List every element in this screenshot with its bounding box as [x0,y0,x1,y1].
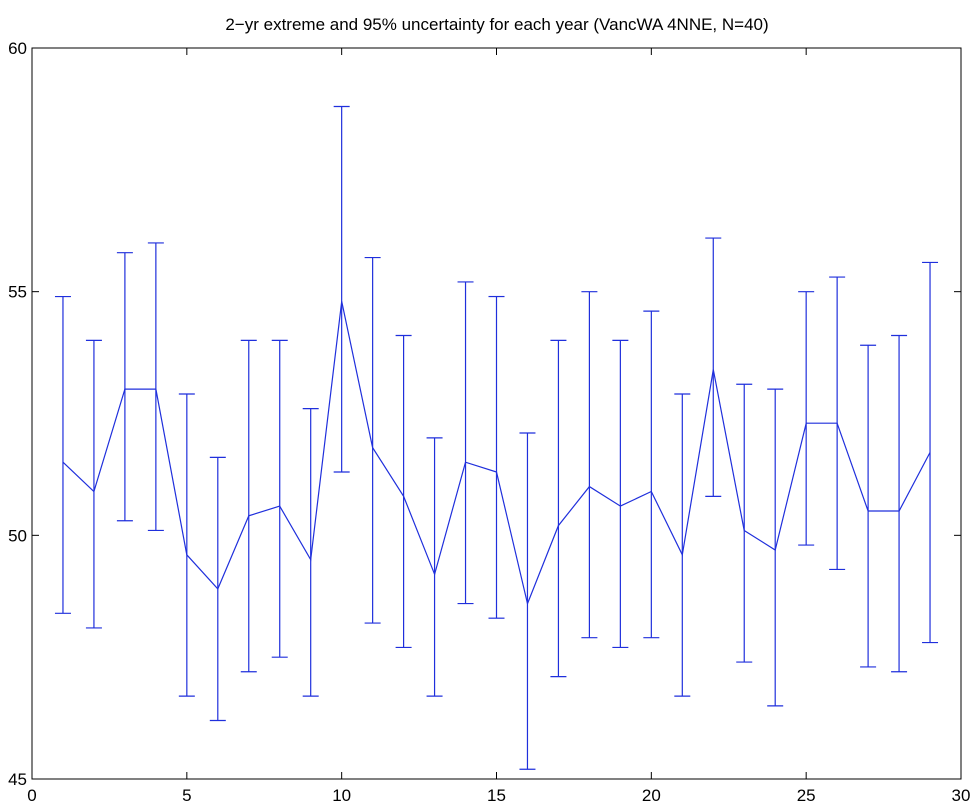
error-bar [333,105,350,473]
error-bar [302,408,319,697]
error-bar [488,295,505,619]
error-bar [674,393,691,697]
error-bar [54,295,71,614]
x-tick-label: 30 [952,786,971,805]
error-bar [798,291,815,546]
error-bar [147,242,164,532]
error-bar [178,393,195,697]
error-bar [705,237,722,497]
x-tick-label: 25 [797,786,816,805]
error-bar [860,344,877,668]
error-bar [891,334,908,673]
x-tick-label: 20 [642,786,661,805]
series-line [62,301,931,606]
chart-title: 2−yr extreme and 95% uncertainty for eac… [225,15,768,34]
x-tick-label: 10 [332,786,351,805]
error-bar [550,339,567,678]
error-bar [643,310,660,639]
error-bar [240,339,257,673]
error-bar [271,339,288,658]
error-bar [581,291,598,639]
error-bar [426,437,443,697]
error-bar [364,256,381,624]
error-bar [457,281,474,605]
y-tick-label: 45 [8,770,27,789]
error-bar [736,383,753,663]
y-tick-label: 50 [8,526,27,545]
error-bar [612,339,629,649]
error-bar [922,261,939,644]
x-tick-label: 5 [182,786,191,805]
data-series [54,105,939,770]
y-tick-label: 60 [8,39,27,58]
x-tick-label: 15 [487,786,506,805]
axis-ticks: 0 5 10 15 20 25 30 45 50 55 60 [8,39,970,805]
x-tick-label: 0 [27,786,36,805]
error-bar [395,334,412,649]
error-bar [85,339,102,629]
error-bar [116,252,133,522]
y-tick-label: 55 [8,283,27,302]
